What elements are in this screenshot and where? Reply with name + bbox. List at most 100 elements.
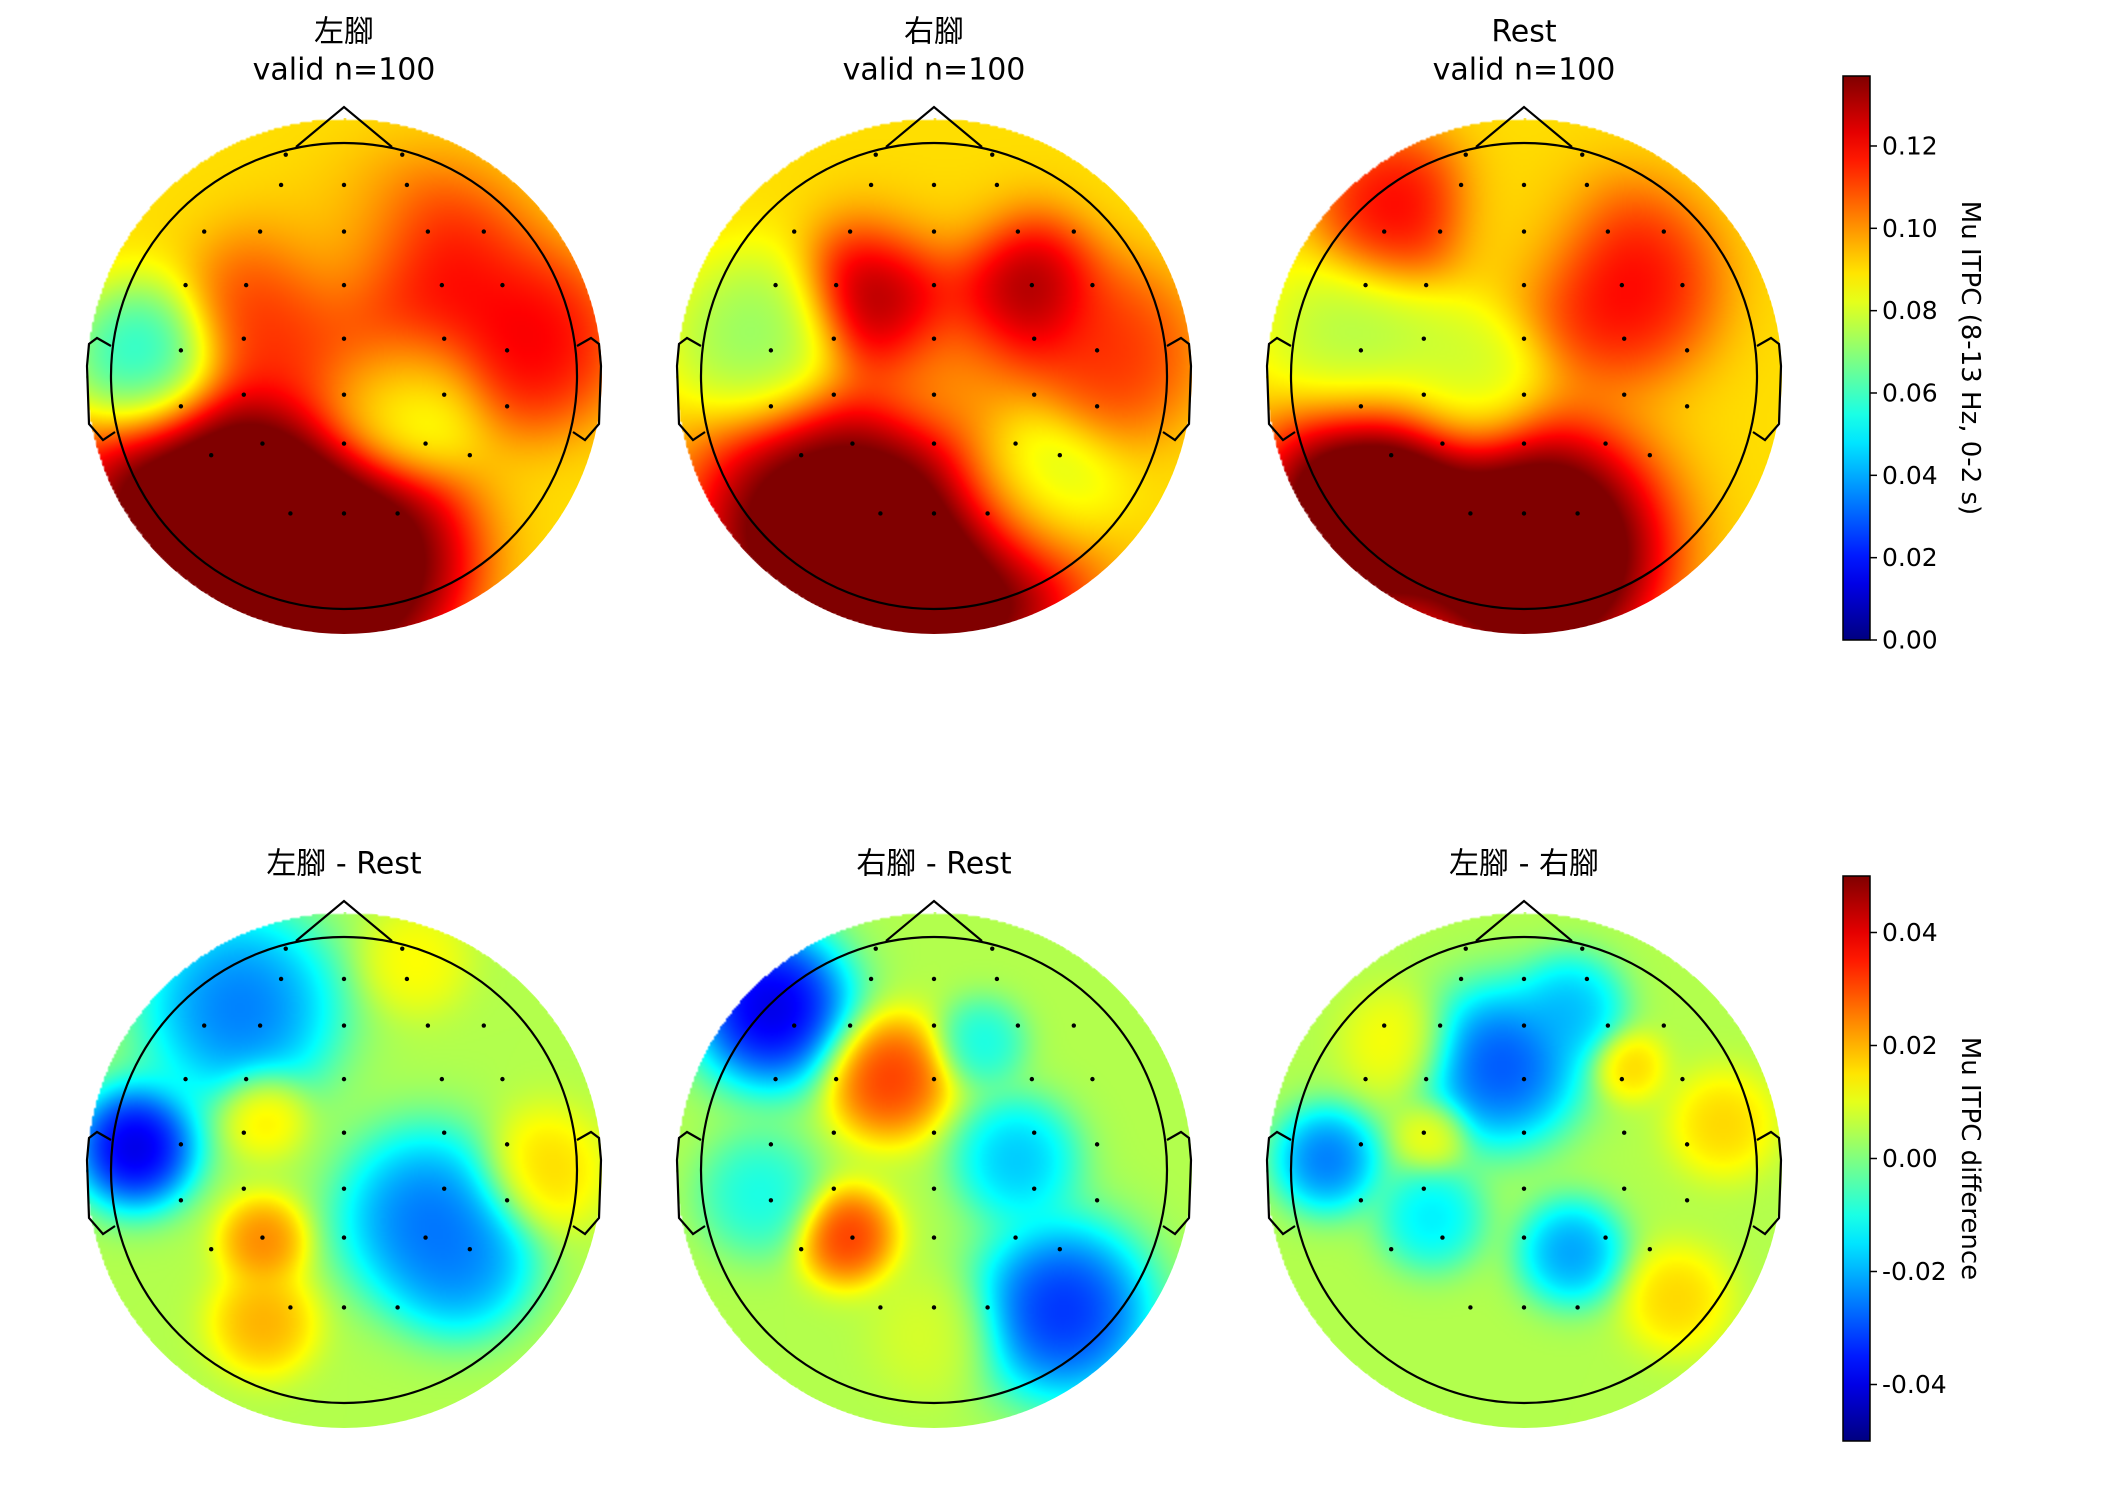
sensor-dot — [1684, 404, 1690, 409]
sensor-dot — [1057, 1247, 1063, 1252]
colorbar-label: Mu ITPC difference — [1955, 1037, 1985, 1280]
colorbars: 0.00 0.02 0.04 0.06 0.08 0.10 0.12 Mu ITPC (8-1… — [1842, 75, 1985, 1442]
sensor-dot — [241, 1186, 247, 1191]
sensor-dot — [1421, 1130, 1427, 1135]
sensor-dot — [1463, 152, 1468, 157]
sensor-dot — [1521, 392, 1527, 397]
sensor-dot — [1521, 1305, 1527, 1310]
sensor-dot — [773, 1076, 778, 1082]
sensor-dot — [833, 1076, 839, 1082]
sensor-dot — [178, 1198, 184, 1203]
sensor-dot — [1521, 282, 1527, 288]
sensor-dot — [831, 1186, 837, 1191]
sensor-dot — [931, 1076, 937, 1082]
sensor-dot — [425, 229, 431, 234]
sensor-dot — [931, 392, 937, 397]
nose-outline — [295, 899, 393, 942]
sensor-dot — [441, 1186, 447, 1191]
sensor-dot — [768, 1198, 774, 1203]
sensor-dot — [208, 1247, 214, 1252]
sensor-dot — [1521, 1186, 1527, 1191]
sensor-dot — [831, 1130, 837, 1135]
sensor-dot — [260, 1235, 265, 1240]
sensor-dot — [1468, 1305, 1473, 1310]
map-subtitle: valid n=100 — [1433, 53, 1616, 88]
colorbar-tick-label: 0.04 — [1882, 918, 1938, 947]
sensor-dot — [257, 229, 263, 234]
sensor-dot — [500, 282, 505, 288]
sensor-dot — [341, 976, 347, 982]
sensor-dot — [441, 336, 447, 341]
sensor-dot — [341, 1186, 347, 1191]
sensor-dot — [1358, 348, 1364, 353]
sensor-dot — [931, 976, 937, 982]
sensor-dot — [425, 1023, 431, 1028]
topomap-panel: 右腳 - Rest — [675, 847, 1193, 1428]
sensor-dot — [441, 1130, 447, 1135]
sensor-dot — [1584, 182, 1590, 188]
colorbar-gradient — [1842, 875, 1871, 1442]
sensor-dot — [831, 336, 837, 341]
left-ear-outline — [675, 336, 706, 442]
sensor-dot — [1680, 282, 1685, 288]
sensor-dot — [341, 392, 347, 397]
sensor-dot — [1423, 1076, 1429, 1082]
sensor-dot — [1421, 1186, 1427, 1191]
sensor-dot — [423, 441, 428, 446]
sensor-dot — [183, 282, 188, 288]
sensor-dot — [341, 1130, 347, 1135]
sensor-dot — [208, 453, 214, 458]
nose-outline — [885, 899, 983, 942]
sensor-dot — [798, 1247, 804, 1252]
sensor-dot — [1388, 1247, 1394, 1252]
sensor-dot — [1090, 282, 1095, 288]
sensor-dot — [341, 229, 347, 234]
sensor-dot — [341, 282, 347, 288]
sensor-dot — [873, 946, 878, 951]
colorbar-tick-label: 0.00 — [1882, 1144, 1938, 1173]
sensor-dot — [1388, 453, 1394, 458]
sensor-dot — [1090, 1076, 1095, 1082]
topomap-field — [1266, 118, 1782, 634]
sensor-dot — [400, 946, 405, 951]
sensor-dot — [1029, 282, 1035, 288]
sensor-dot — [341, 336, 347, 341]
sensor-dot — [1071, 229, 1077, 234]
colorbar-gradient — [1842, 75, 1871, 641]
sensor-dot — [798, 453, 804, 458]
sensor-dot — [1363, 282, 1368, 288]
sensor-dot — [278, 182, 284, 188]
sensor-dot — [404, 182, 410, 188]
sensor-dot — [283, 152, 288, 157]
sensor-dot — [931, 1186, 937, 1191]
sensor-dot — [1382, 1023, 1387, 1028]
right-ear-outline — [572, 336, 603, 442]
sensor-dot — [1584, 976, 1590, 982]
colorbar-tick-label: 0.12 — [1882, 131, 1938, 160]
sensor-dot — [878, 511, 883, 516]
sensor-dot — [931, 1305, 937, 1310]
sensor-dot — [178, 348, 184, 353]
sensor-dot — [1031, 392, 1037, 397]
sensor-dot — [441, 392, 447, 397]
sensor-dot — [1363, 1076, 1368, 1082]
topomap-panel: 左腳 - 右腳 — [1265, 847, 1783, 1428]
head-outline — [1289, 141, 1759, 611]
sensor-dot — [1605, 1023, 1611, 1028]
sensor-dot — [931, 511, 937, 516]
sensor-dot — [1521, 1023, 1527, 1028]
sensor-dot — [183, 1076, 188, 1082]
head-outline — [109, 141, 579, 611]
sensor-dot — [341, 1023, 347, 1028]
colorbar-label: Mu ITPC (8-13 Hz, 0-2 s) — [1955, 201, 1985, 515]
sensor-dot — [1437, 229, 1443, 234]
head-outline — [1289, 935, 1759, 1405]
sensor-dot — [931, 1235, 937, 1240]
sensor-dot — [931, 229, 937, 234]
sensor-dot — [985, 1305, 990, 1310]
left-ear-outline — [85, 1130, 116, 1236]
sensor-dot — [847, 1023, 853, 1028]
colorbar-tick-label: 0.00 — [1882, 626, 1938, 655]
